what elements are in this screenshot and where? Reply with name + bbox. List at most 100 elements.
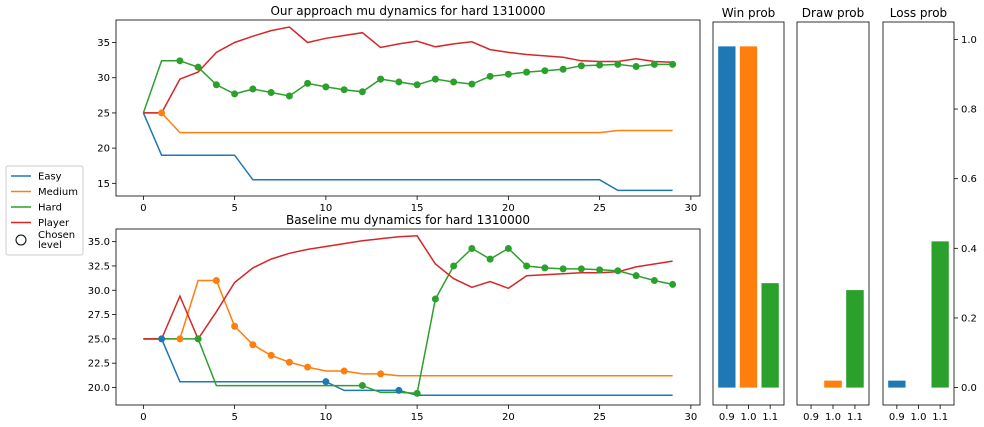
bar-chart-draw-prob: Draw prob 0.9 1.0 1.1 (796, 6, 870, 423)
chart-title: Draw prob (802, 6, 864, 20)
chosen-level-point-hard (523, 68, 531, 76)
y-tick-label: 22.5 (88, 359, 110, 370)
series-line-medium (143, 279, 673, 377)
bar-1.1 (761, 283, 779, 388)
y-tick-label: 30.0 (88, 286, 110, 297)
legend-frame (5, 165, 84, 256)
legend-label-line: Chosen (38, 230, 75, 241)
chosen-level-point-hard (194, 335, 202, 343)
chosen-level-point-hard (176, 57, 184, 65)
chosen-level-point-hard (431, 75, 439, 83)
x-tick-label: 20 (502, 203, 515, 214)
bar-1.0 (739, 46, 758, 388)
chosen-level-point-hard (358, 88, 366, 96)
chosen-level-point-hard (614, 267, 622, 275)
chosen-level-point-medium (267, 351, 275, 359)
bar-0.9 (718, 46, 736, 388)
legend-label-easy: Easy (38, 172, 62, 183)
chart-title: Loss prob (890, 6, 947, 20)
y-tick-label: 0.4 (961, 244, 977, 255)
chosen-level-point-hard (413, 81, 421, 89)
x-tick-label: 0 (140, 203, 146, 214)
bar-1.1 (846, 290, 864, 388)
series-line-easy (142, 112, 673, 192)
bar-chart-win-prob: Win prob 0.9 1.0 1.1 (712, 6, 785, 423)
chosen-level-point-medium (176, 335, 184, 343)
chosen-level-point-hard (285, 92, 293, 100)
x-tick-label: 30 (685, 412, 698, 423)
chosen-level-point-easy (158, 335, 166, 343)
bar-chart-loss-prob: Loss prob 0.9 1.0 1.1 0.0 0.2 0.4 0.6 0.8 1.0 (882, 6, 977, 423)
x-tick-label: 0.9 (889, 412, 905, 423)
y-tick-label: 35.0 (88, 237, 110, 248)
bar-0.9 (888, 380, 906, 388)
chosen-level-point-medium (377, 370, 385, 378)
chosen-level-point-hard (249, 85, 257, 93)
y-tick-label: 27.5 (88, 310, 110, 321)
y-tick-label: 1.0 (961, 35, 977, 46)
bar-1.0 (824, 380, 842, 388)
chart-title: Win prob (722, 6, 776, 20)
y-tick-label: 0.8 (961, 105, 977, 116)
y-tick-label: 25 (97, 108, 110, 119)
x-tick-label: 10 (320, 412, 333, 423)
chosen-level-point-hard (450, 78, 458, 86)
chosen-level-point-easy (322, 378, 330, 386)
series-line-player (143, 235, 673, 341)
chosen-level-point-hard (340, 86, 348, 94)
chosen-level-point-hard (559, 65, 567, 73)
legend-label-chosen-level: Chosen level (38, 230, 75, 251)
chosen-level-point-hard (486, 255, 494, 263)
legend-label-hard: Hard (38, 203, 62, 214)
x-tick-label: 1.0 (741, 412, 757, 423)
legend-marker-chosen-level (15, 234, 27, 246)
y-tick-label: 0.0 (961, 383, 977, 394)
x-tick-label: 30 (685, 203, 698, 214)
x-tick-label: 1.0 (825, 412, 841, 423)
plot-frame (115, 19, 701, 197)
x-tick-label: 0.9 (803, 412, 819, 423)
chosen-level-point-medium (340, 367, 348, 375)
x-tick-label: 1.1 (932, 412, 948, 423)
chosen-level-point-hard (395, 78, 403, 86)
x-tick-label: 15 (411, 412, 424, 423)
series-line-medium (143, 112, 673, 134)
chosen-level-point-hard (377, 75, 385, 83)
chosen-level-point-hard (614, 60, 622, 68)
y-tick-label: 20 (97, 144, 110, 155)
chosen-level-point-medium (158, 109, 166, 117)
chosen-level-point-hard (304, 79, 312, 87)
y-tick-label: 20.0 (88, 383, 110, 394)
chosen-level-point-hard (596, 266, 604, 274)
chosen-level-point-hard (577, 62, 585, 70)
chosen-level-point-hard (431, 295, 439, 303)
chosen-level-point-hard (577, 265, 585, 273)
chosen-level-point-hard (468, 80, 476, 88)
chosen-level-point-hard (194, 63, 202, 71)
legend-label-player: Player (38, 218, 70, 229)
chosen-level-point-hard (596, 61, 604, 69)
x-tick-label: 0.9 (719, 412, 735, 423)
chosen-level-point-hard (212, 81, 220, 89)
x-tick-label: 5 (231, 412, 237, 423)
chosen-level-point-hard (650, 277, 658, 285)
chosen-level-point-hard (267, 89, 275, 97)
x-tick-label: 0 (140, 412, 146, 423)
series-line-player (143, 26, 673, 114)
x-tick-label: 25 (593, 412, 606, 423)
x-tick-label: 10 (320, 203, 333, 214)
x-tick-label: 1.1 (847, 412, 863, 423)
chosen-level-point-medium (285, 358, 293, 366)
chosen-level-point-medium (231, 322, 239, 330)
chosen-level-point-hard (669, 280, 677, 288)
chosen-level-point-medium (249, 341, 257, 349)
chosen-level-point-hard (450, 262, 458, 270)
x-tick-label: 25 (593, 203, 606, 214)
chosen-level-point-hard (504, 70, 512, 78)
line-chart-baseline: Baseline mu dynamics for hard 1310000 0 5 1… (88, 213, 701, 423)
chosen-level-point-hard (504, 244, 512, 252)
y-tick-label: 35 (97, 38, 110, 49)
y-tick-label: 30 (97, 73, 110, 84)
y-tick-label: 25.0 (88, 334, 110, 345)
